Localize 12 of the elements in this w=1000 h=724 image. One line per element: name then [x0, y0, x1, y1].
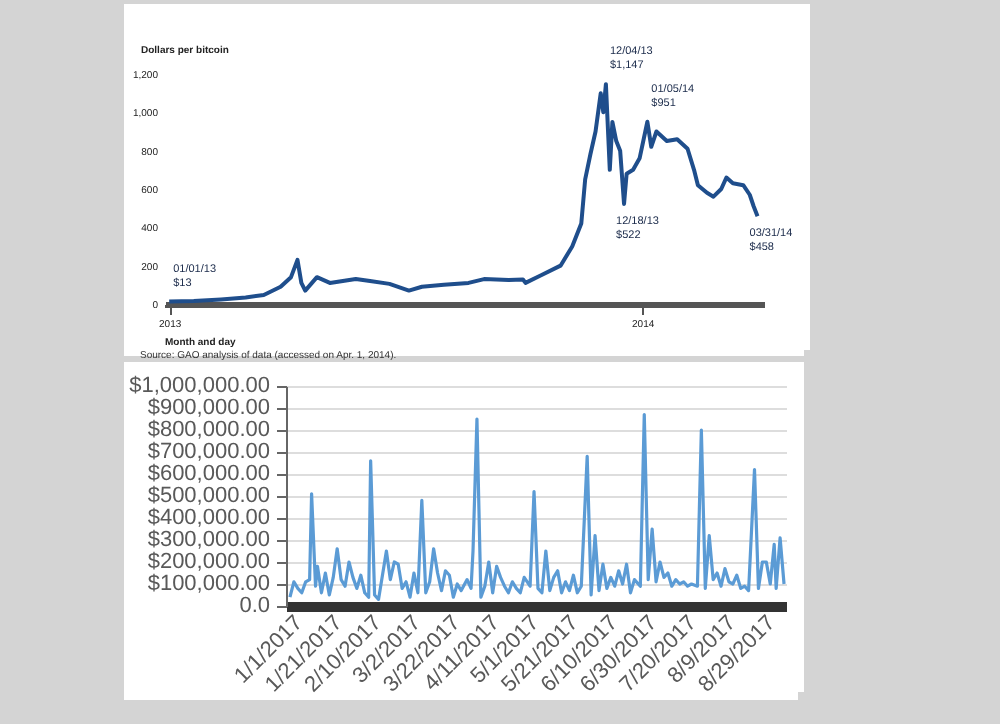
y-tick-label: $700,000.00 — [147, 440, 270, 464]
y-tick-label: $900,000.00 — [147, 396, 270, 420]
y-tick-label: $200,000.00 — [147, 550, 270, 574]
line-series — [288, 413, 786, 601]
y-tick-label: $1,000,000.00 — [129, 374, 270, 398]
y-tick-label: $300,000.00 — [147, 528, 270, 552]
y-tick-label: $500,000.00 — [147, 484, 270, 508]
y-tick-label: $800,000.00 — [147, 418, 270, 442]
y-tick-label: $400,000.00 — [147, 506, 270, 530]
y-tick-label: $600,000.00 — [147, 462, 270, 486]
y-tick-label: 0.0 — [239, 594, 270, 618]
y-tick-label: $100,000.00 — [147, 572, 270, 596]
